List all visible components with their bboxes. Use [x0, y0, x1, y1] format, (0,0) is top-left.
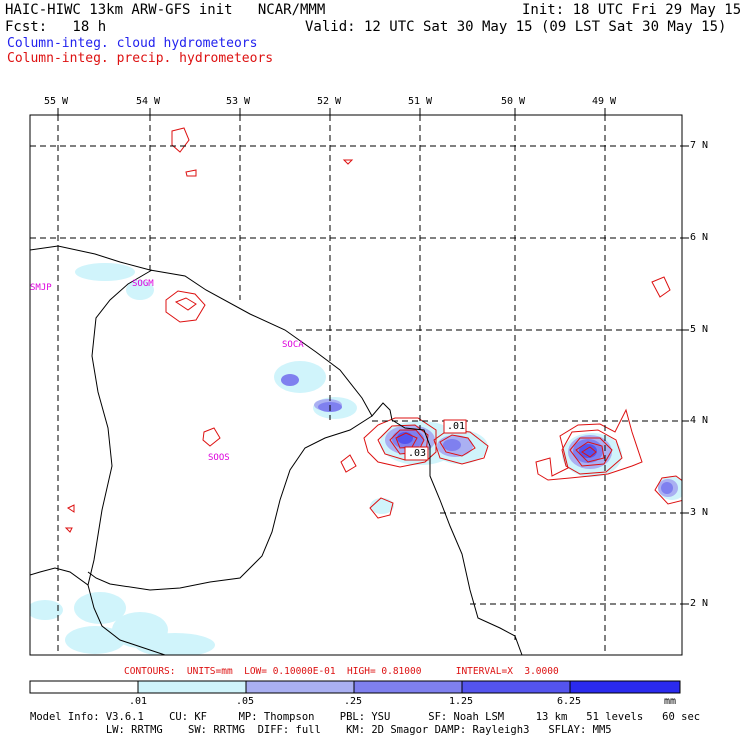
- lon-label: 53 W: [226, 96, 251, 107]
- contours-info: CONTOURS: UNITS=mm LOW= 0.10000E-01 HIGH…: [124, 666, 559, 677]
- lon-label: 51 W: [408, 96, 433, 107]
- lat-lon-grid: [30, 115, 682, 655]
- precip-contours: [64, 127, 682, 533]
- station-label: SOCA: [282, 340, 304, 350]
- colorbar-unit: mm: [664, 696, 677, 707]
- station-label: SOOS: [208, 453, 230, 463]
- contour-label-box-03: [404, 446, 429, 461]
- lon-label: 52 W: [317, 96, 342, 107]
- colorbar-tick: .05: [236, 696, 255, 707]
- lon-label: 55 W: [44, 96, 69, 107]
- model-title: HAIC-HIWC 13km ARW-GFS init NCAR/MMM: [5, 2, 326, 18]
- lon-label: 50 W: [501, 96, 526, 107]
- colorbar: [29, 680, 681, 694]
- contour-label-box-01: [443, 419, 467, 434]
- colorbar-tick: 1.25: [449, 696, 474, 707]
- init-time: Init: 18 UTC Fri 29 May 15: [522, 2, 740, 18]
- lat-label: 6 N: [690, 232, 709, 243]
- colorbar-tick: .01: [129, 696, 148, 707]
- frame-ticks: [57, 108, 689, 605]
- map-frame: [29, 114, 683, 656]
- field-layer: [30, 115, 682, 655]
- lat-label: 2 N: [690, 598, 709, 609]
- forecast-hour: Fcst: 18 h: [5, 19, 107, 35]
- contour-label: .03: [408, 448, 427, 459]
- model-info-line1: Model Info: V3.6.1 CU: KF MP: Thompson P…: [30, 711, 701, 723]
- model-info-line2: LW: RRTMG SW: RRTMG DIFF: full KM: 2D Sm…: [30, 724, 612, 736]
- contour-label: .01: [447, 421, 466, 432]
- lat-label: 7 N: [690, 140, 709, 151]
- lon-label: 49 W: [592, 96, 617, 107]
- valid-time: Valid: 12 UTC Sat 30 May 15 (09 LST Sat …: [305, 19, 727, 35]
- colorbar-tick: 6.25: [557, 696, 582, 707]
- lat-label: 3 N: [690, 507, 709, 518]
- lat-label: 4 N: [690, 415, 709, 426]
- lon-label: 54 W: [136, 96, 161, 107]
- field-label-cloud: Column-integ. cloud hydrometeors: [7, 36, 258, 51]
- cloud-mid-shading: [314, 399, 678, 497]
- field-label-precip: Column-integ. precip. hydrometeors: [7, 51, 274, 66]
- coastlines-borders: [30, 245, 523, 655]
- colorbar-tick: .25: [344, 696, 363, 707]
- station-label: SOGM: [132, 279, 154, 289]
- station-label: SMJP: [30, 283, 52, 293]
- lat-label: 5 N: [690, 324, 709, 335]
